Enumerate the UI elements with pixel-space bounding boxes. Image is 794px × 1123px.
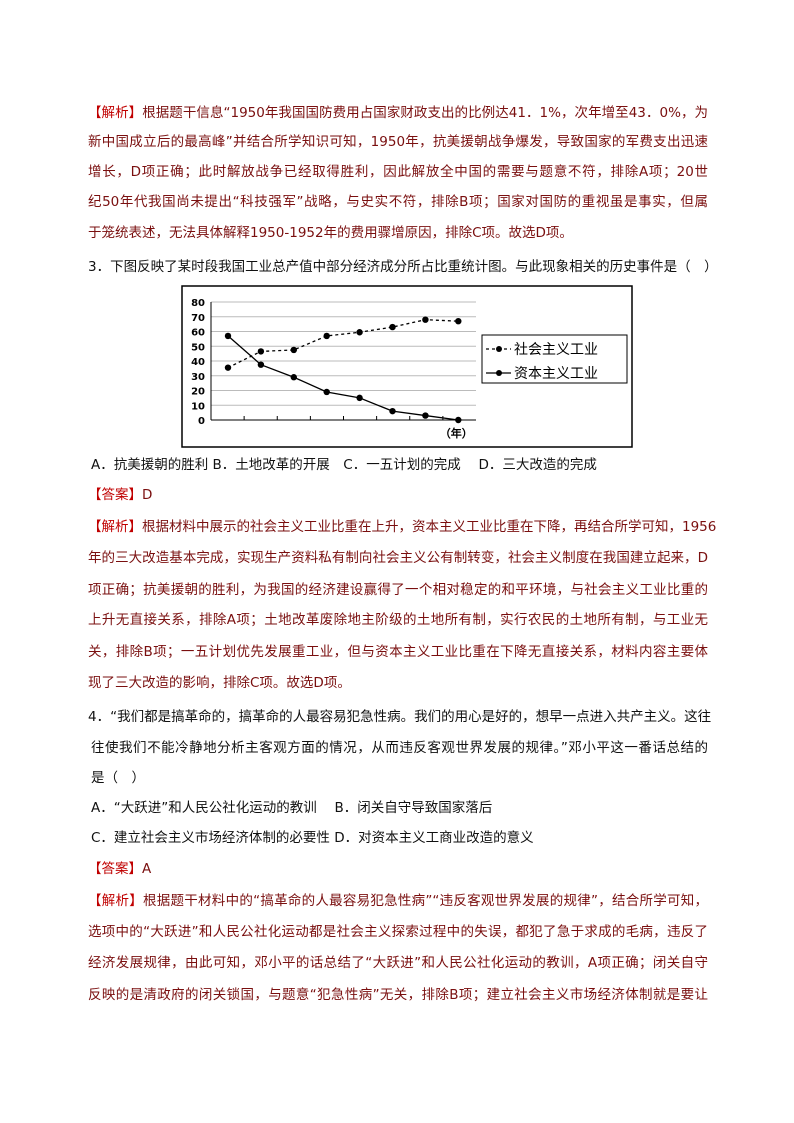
legend-label: 资本主义工业: [514, 366, 598, 382]
data-point: [455, 317, 462, 325]
q2-analysis-line: 新中国成立后的最高峰”并结合所学知识可知，1950年，抗美援朝战争爆发，导致国家…: [88, 134, 708, 150]
data-point: [323, 388, 330, 396]
data-point: [257, 348, 265, 355]
data-point: [422, 412, 429, 419]
y-tick-label: 40: [191, 357, 205, 368]
data-point: [323, 332, 330, 340]
q4-answer: 【答案】A: [88, 861, 152, 877]
q3-analysis-line: 关，排除B项；一五计划优先发展重工业，但与资本主义工业比重在下降无直接关系，材料…: [88, 644, 708, 660]
y-tick-label: 80: [191, 298, 205, 309]
data-point: [455, 416, 462, 424]
data-point: [257, 361, 265, 368]
data-point: [224, 332, 232, 340]
q3-analysis-line: 上升无直接关系，排除A项；土地改革废除地主阶级的土地所有制，实行农民的土地所有制…: [88, 612, 708, 628]
data-point: [422, 316, 429, 323]
y-tick-label: 20: [191, 387, 205, 398]
q4-stem-line: 4．“我们都是搞革命的，搞革命的人最容易犯急性病。我们的用心是好的，想早一点进入…: [88, 709, 712, 725]
y-tick-label: 70: [191, 313, 205, 324]
q4-analysis-line: 选项中的“大跃进”和人民公社化运动都是社会主义探索过程中的失误，都犯了急于求成的…: [88, 924, 708, 940]
q4-stem-line: 是（ ）: [91, 770, 145, 786]
data-point: [224, 364, 232, 371]
y-tick-label: 30: [191, 372, 205, 383]
q4-analysis-line: 【解析】根据题干材料中的“搞革命的人最容易犯急性病”“违反客观世界发展的规律”，…: [88, 893, 708, 909]
q2-analysis-line: 于笼统表述，无法具体解释1950-1952年的费用骤增原因，排除C项。故选D项。: [88, 225, 573, 241]
q3-analysis-line: 现了三大改造的影响，排除C项。故选D项。: [88, 675, 351, 691]
x-axis-label: （年）: [440, 426, 473, 440]
q4-analysis-line: 经济发展规律，由此可知，邓小平的话总结了“大跃进”和人民公社化运动的教训，A项正…: [88, 955, 708, 971]
y-tick-label: 50: [191, 342, 205, 353]
legend-swatch-point: [496, 346, 502, 352]
data-point: [290, 374, 297, 381]
q3-options: A．抗美援朝的胜利 B．土地改革的开展 C．一五计划的完成 D．三大改造的完成: [91, 457, 597, 473]
data-point: [389, 407, 396, 415]
q4-option-line: A．“大跃进”和人民公社化运动的教训 B．闭关自守导致国家落后: [91, 800, 493, 816]
data-point: [389, 323, 396, 331]
series-line: [227, 319, 459, 369]
q3-analysis-line: 【解析】根据材料中展示的社会主义工业比重在上升，资本主义工业比重在下降，再结合所…: [88, 519, 717, 535]
q4-analysis-line: 反映的是清政府的闭关锁国，与题意“犯急性病”无关，排除B项；建立社会主义市场经济…: [88, 987, 708, 1003]
legend-swatch-point: [496, 370, 502, 376]
q4-option-line: C．建立社会主义市场经济体制的必要性 D．对资本主义工商业改造的意义: [91, 830, 534, 846]
series-line: [227, 335, 459, 421]
q3-analysis-line: 项正确；抗美援朝的胜利，为我国的经济建设赢得了一个相对稳定的和平环境，与社会主义…: [88, 582, 708, 598]
y-tick-label: 60: [191, 328, 205, 339]
legend-label: 社会主义工业: [514, 342, 598, 358]
q4-stem-line: 往使我们不能冷静地分析主客观方面的情况，从而违反客观世界发展的规律。”邓小平这一…: [91, 740, 708, 756]
y-tick-label: 10: [191, 401, 205, 412]
data-point: [356, 394, 363, 402]
analysis-tag: 【解析】: [88, 105, 143, 121]
legend-box: [481, 334, 628, 384]
data-point: [356, 329, 363, 336]
q3-analysis-line: 年的三大改造基本完成，实现生产资料私有制向社会主义公有制转变，社会主义制度在我国…: [88, 550, 708, 566]
q3-stem: 3．下图反映了某时段我国工业总产值中部分经济成分所占比重统计图。与此现象相关的历…: [88, 259, 718, 275]
q2-analysis-line: 【解析】根据题干信息“1950年我国国防费用占国家财政支出的比例达41．1%，次…: [88, 105, 709, 121]
q2-analysis-line: 纪50年代我国尚未提出“科技强军”战略，与史实不符，排除B项；国家对国防的重视虽…: [88, 194, 708, 210]
data-point: [290, 346, 297, 354]
q3-answer: 【答案】D: [88, 487, 153, 503]
q2-analysis-line: 增长，D项正确；此时解放战争已经取得胜利，因此解放全中国的需要与题意不符，排除A…: [88, 164, 708, 180]
y-tick-label: 0: [198, 416, 205, 427]
